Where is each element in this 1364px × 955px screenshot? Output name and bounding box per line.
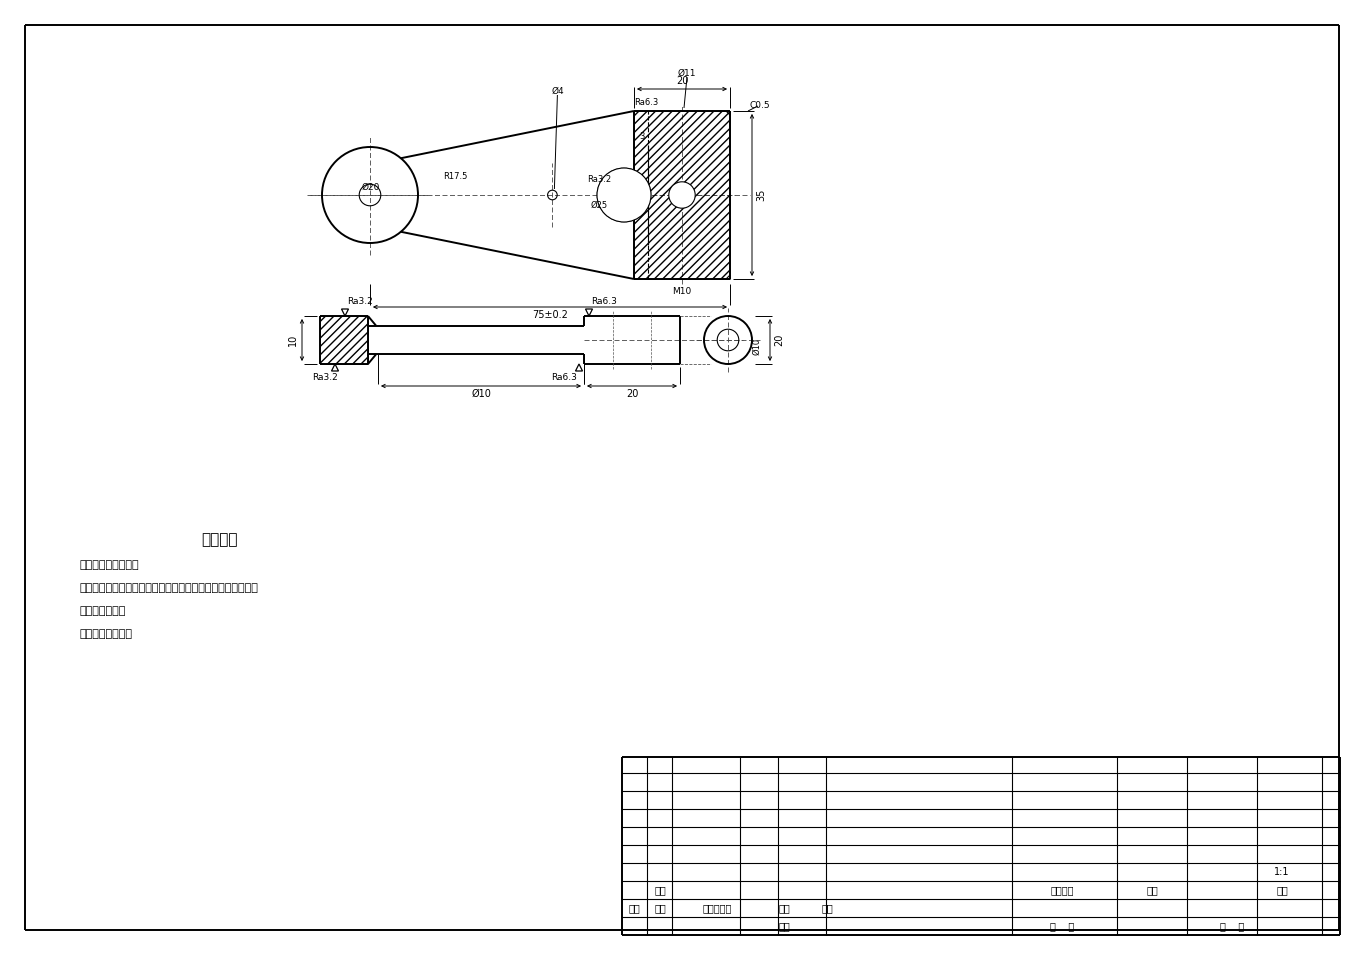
- Text: 零件加工表面上，不应有划痕、擦伤等损伤零件表面的缺陷。: 零件加工表面上，不应有划痕、擦伤等损伤零件表面的缺陷。: [80, 583, 259, 593]
- Text: Ra3.2: Ra3.2: [346, 298, 372, 307]
- Text: 处数: 处数: [655, 903, 666, 913]
- Bar: [634, 111, 730, 279]
- Text: 10: 10: [288, 334, 297, 346]
- Text: R17.5: R17.5: [443, 173, 468, 181]
- Text: Ø11: Ø11: [678, 69, 696, 77]
- Text: Ra6.3: Ra6.3: [634, 98, 657, 108]
- Text: 75±0.2: 75±0.2: [532, 310, 567, 320]
- Text: 图样标记: 图样标记: [1050, 885, 1073, 895]
- Text: 1:1: 1:1: [1274, 867, 1290, 877]
- Text: 日期: 日期: [777, 921, 790, 931]
- Text: 重量: 重量: [1146, 885, 1158, 895]
- Text: 共    张: 共 张: [1050, 921, 1073, 931]
- Text: 第    张: 第 张: [1219, 921, 1244, 931]
- Text: 更改文件名: 更改文件名: [702, 903, 731, 913]
- Text: 技术要求: 技术要求: [202, 533, 239, 547]
- Text: 标记: 标记: [629, 903, 640, 913]
- Text: 20: 20: [626, 389, 638, 399]
- Bar: [321, 316, 368, 364]
- Text: 比例: 比例: [1277, 885, 1288, 895]
- Text: M10: M10: [672, 286, 692, 295]
- Text: Ra3.2: Ra3.2: [587, 176, 611, 184]
- Text: 20: 20: [675, 76, 689, 86]
- Text: Ø10: Ø10: [471, 389, 491, 399]
- Text: Ra6.3: Ra6.3: [551, 373, 577, 383]
- Circle shape: [668, 181, 696, 208]
- Text: Ø4: Ø4: [551, 87, 563, 96]
- Text: 设计: 设计: [655, 885, 666, 895]
- Text: 20: 20: [773, 334, 784, 346]
- Text: 零件须去除氧化皮。: 零件须去除氧化皮。: [80, 560, 139, 570]
- Text: Ra3.2: Ra3.2: [312, 373, 338, 383]
- Text: C0.5: C0.5: [750, 101, 771, 111]
- Circle shape: [597, 168, 651, 222]
- Text: 签字: 签字: [777, 903, 790, 913]
- Text: Ø20: Ø20: [361, 182, 381, 192]
- Text: 去除毛刺飞边。: 去除毛刺飞边。: [80, 606, 127, 616]
- Text: 去除毛刺，抛光。: 去除毛刺，抛光。: [80, 629, 134, 639]
- Text: 日期: 日期: [821, 903, 833, 913]
- Text: 35: 35: [756, 189, 767, 202]
- Text: Ø25: Ø25: [591, 201, 607, 209]
- Text: 3: 3: [640, 132, 645, 140]
- Text: Ø10: Ø10: [753, 337, 761, 354]
- Text: Ra6.3: Ra6.3: [591, 298, 617, 307]
